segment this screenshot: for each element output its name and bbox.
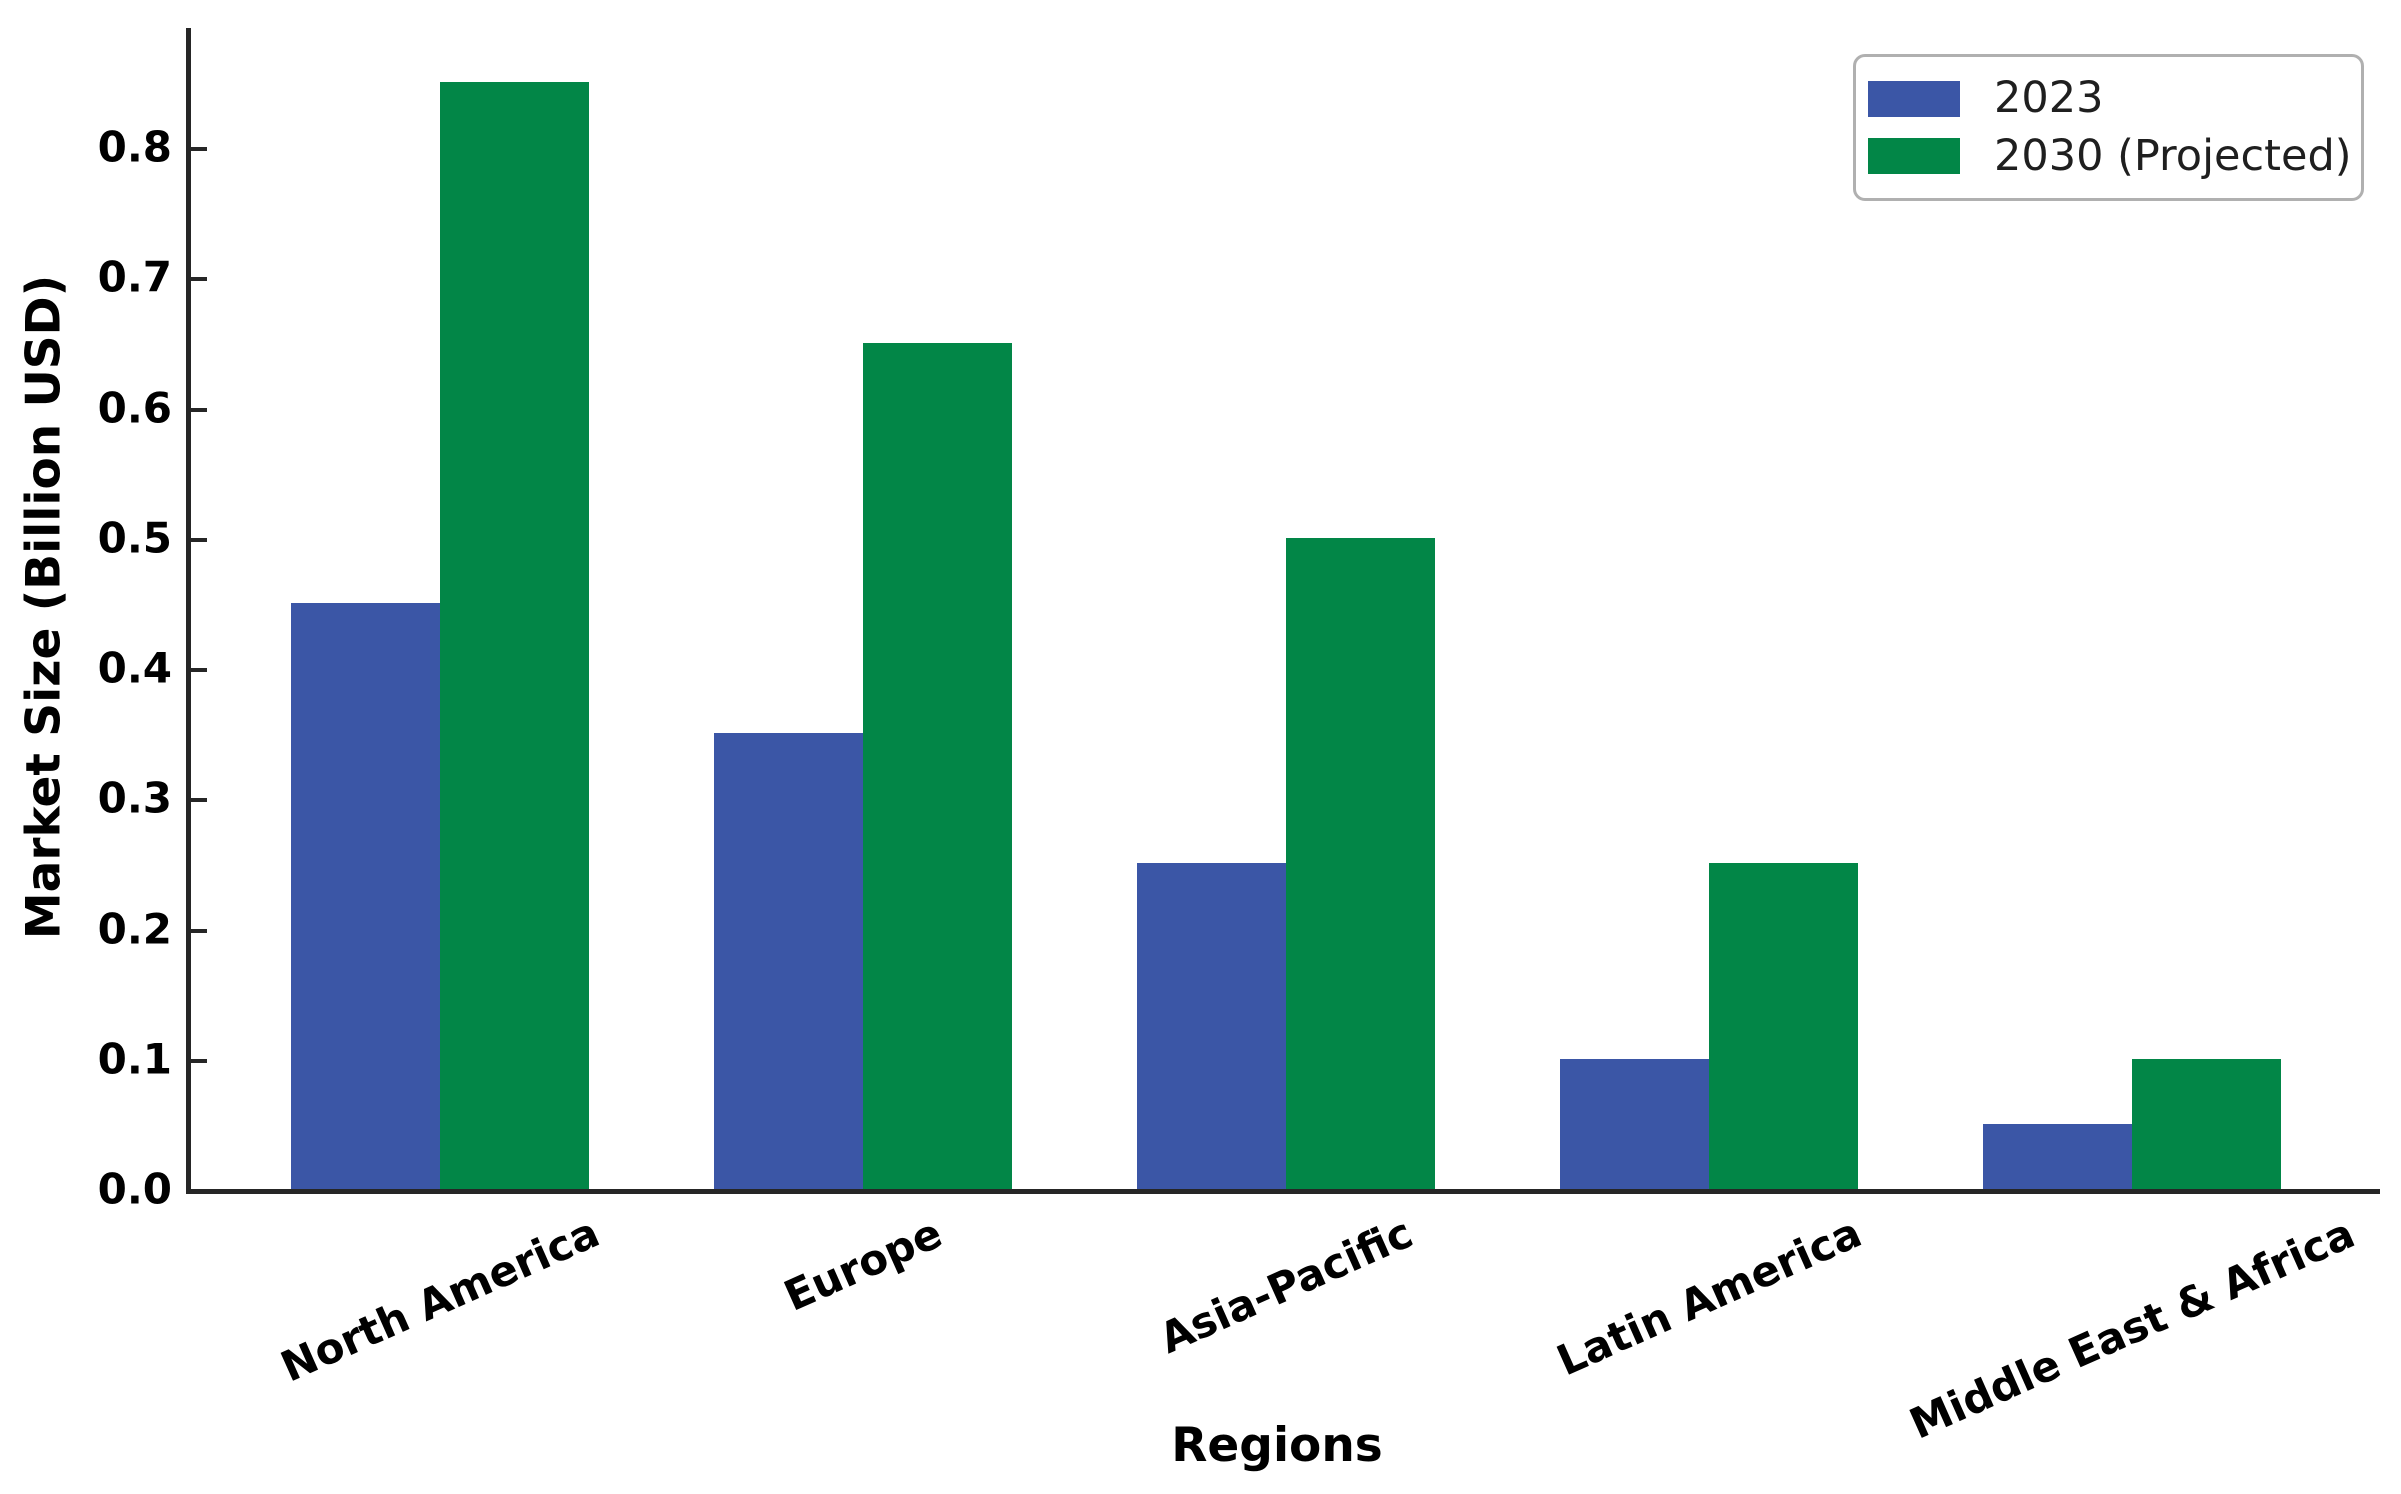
legend-item-2023: 2023 bbox=[1868, 73, 2343, 124]
bar-2030-projected-north-america bbox=[440, 82, 589, 1189]
bar-2030-projected-middle-east-africa bbox=[2132, 1059, 2281, 1189]
y-tick-mark-0.6 bbox=[191, 408, 207, 412]
bar-2030-projected-asia-pacific bbox=[1286, 538, 1435, 1189]
x-tick-label-europe: Europe bbox=[776, 1208, 950, 1321]
y-tick-label-0.6: 0.6 bbox=[97, 383, 172, 433]
bar-2030-projected-latin-america bbox=[1709, 863, 1858, 1189]
y-axis-title: Market Size (Billion USD) bbox=[16, 274, 72, 940]
legend-label-2030-projected: 2030 (Projected) bbox=[1994, 130, 2352, 181]
bar-2030-projected-europe bbox=[863, 343, 1012, 1189]
x-tick-label-latin-america: Latin America bbox=[1549, 1207, 1869, 1386]
y-tick-mark-0.3 bbox=[191, 798, 207, 802]
bar-2023-latin-america bbox=[1560, 1059, 1709, 1189]
bar-2023-asia-pacific bbox=[1137, 863, 1286, 1189]
legend-item-2030-projected: 2030 (Projected) bbox=[1868, 132, 2352, 180]
y-tick-mark-0.5 bbox=[191, 538, 207, 542]
x-tick-label-middle-east-africa: Middle East & Africa bbox=[1902, 1208, 2362, 1449]
y-tick-mark-0.8 bbox=[191, 147, 207, 151]
bar-2023-middle-east-africa bbox=[1983, 1124, 2132, 1189]
y-tick-label-0.2: 0.2 bbox=[97, 904, 172, 954]
legend-swatch-2023 bbox=[1868, 80, 1960, 117]
bar-2023-north-america bbox=[291, 603, 440, 1189]
y-tick-label-0.8: 0.8 bbox=[97, 122, 172, 172]
y-tick-label-0.0: 0.0 bbox=[97, 1164, 172, 1214]
y-tick-label-0.4: 0.4 bbox=[97, 643, 172, 693]
y-tick-mark-0.0 bbox=[191, 1189, 207, 1193]
legend-swatch-2030-projected bbox=[1868, 138, 1960, 175]
legend: 2023 2030 (Projected) bbox=[1853, 54, 2364, 201]
x-tick-label-asia-pacific: Asia-Pacific bbox=[1152, 1208, 1420, 1363]
x-axis-line bbox=[186, 1189, 2380, 1194]
x-tick-label-north-america: North America bbox=[273, 1207, 607, 1392]
bar-2023-europe bbox=[714, 733, 863, 1189]
y-tick-label-0.7: 0.7 bbox=[97, 252, 172, 302]
y-tick-mark-0.2 bbox=[191, 929, 207, 933]
y-tick-label-0.3: 0.3 bbox=[97, 773, 172, 823]
y-tick-mark-0.4 bbox=[191, 668, 207, 672]
x-axis-title: Regions bbox=[1171, 1418, 1383, 1473]
legend-label-2023: 2023 bbox=[1994, 73, 2104, 124]
y-tick-mark-0.1 bbox=[191, 1059, 207, 1063]
y-tick-label-0.1: 0.1 bbox=[97, 1034, 172, 1084]
y-axis-line bbox=[186, 28, 191, 1194]
y-tick-label-0.5: 0.5 bbox=[97, 513, 172, 563]
y-tick-mark-0.7 bbox=[191, 277, 207, 281]
